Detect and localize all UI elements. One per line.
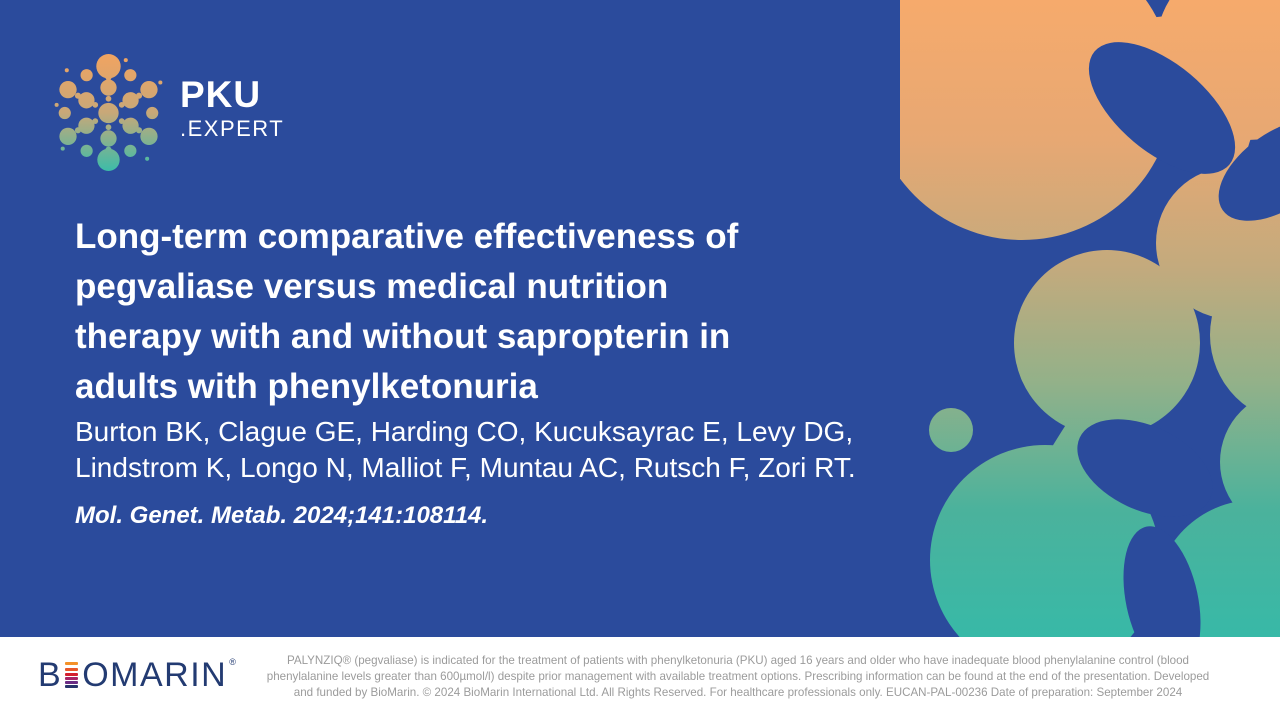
title-line: Long-term comparative effectiveness of (75, 217, 739, 256)
regulatory-disclaimer: PALYNZIQ® (pegvaliase) is indicated for … (238, 653, 1238, 700)
pku-expert-logo: PKU .EXPERT (50, 52, 284, 172)
authors-list: Burton BK, Clague GE, Harding CO, Kucuks… (75, 414, 856, 486)
pku-expert-wordmark: PKU .EXPERT (180, 52, 284, 172)
pku-molecule-dots-icon (54, 54, 163, 171)
title-line: pegvaliase versus medical nutrition (75, 267, 669, 306)
title-line: adults with phenylketonuria (75, 367, 538, 406)
pku-brand-suffix-text: .EXPERT (180, 116, 285, 141)
authors-line: Burton BK, Clague GE, Harding CO, Kucuks… (75, 416, 854, 447)
journal-citation: Mol. Genet. Metab. 2024;141:108114. (75, 502, 489, 529)
biomarin-letter-b: B (38, 656, 63, 694)
registered-trademark-symbol: ® (229, 657, 236, 667)
slide-title: Long-term comparative effectiveness of p… (75, 212, 738, 412)
biomarin-letters-rest: OMARIN (82, 656, 228, 694)
biomarin-logo: B OMARIN ® (38, 656, 236, 694)
pku-brand-text: PKU (180, 74, 262, 115)
disclaimer-line: phenylalanine levels greater than 600µmo… (266, 669, 1210, 683)
disclaimer-line: and funded by BioMarin. © 2024 BioMarin … (293, 685, 1183, 699)
title-line: therapy with and without sapropterin in (75, 317, 731, 356)
biomarin-i-dashes-icon (65, 662, 79, 689)
decorative-blobs-graphic (900, 0, 1280, 637)
disclaimer-line: PALYNZIQ® (pegvaliase) is indicated for … (286, 654, 1189, 667)
authors-line: Lindstrom K, Longo N, Malliot F, Muntau … (75, 452, 856, 483)
footer-bar: B OMARIN ® PALYNZIQ® (pegvaliase) is ind… (0, 637, 1280, 720)
